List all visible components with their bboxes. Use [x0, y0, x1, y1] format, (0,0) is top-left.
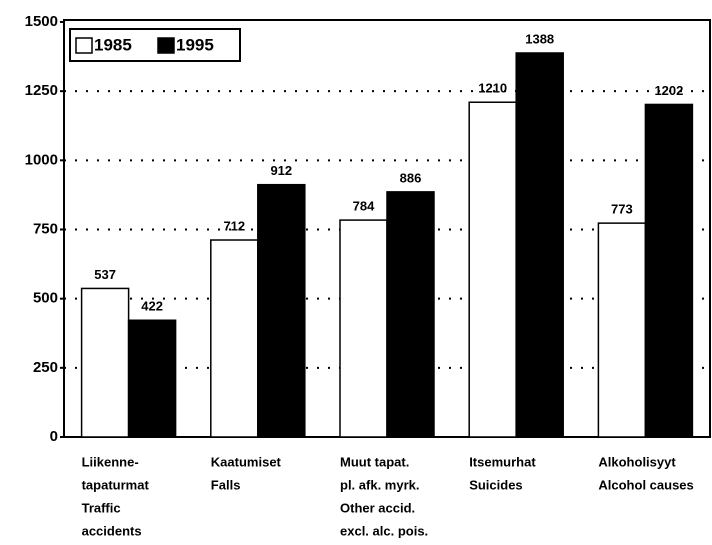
y-tick-label: 500: [33, 290, 58, 307]
bar: [386, 191, 435, 438]
y-tick-label: 0: [50, 428, 58, 445]
legend-box: [69, 28, 241, 62]
x-tick-label: Falls: [211, 477, 241, 492]
x-tick-label: Kaatumiset: [211, 454, 282, 469]
value-label: 784: [353, 199, 375, 214]
x-tick-label: accidents: [82, 523, 142, 538]
value-label: 1202: [654, 83, 683, 98]
bar: [257, 183, 306, 438]
bar: [80, 287, 130, 438]
x-tick-label: Alcohol causes: [598, 477, 693, 492]
bar: [468, 101, 517, 438]
x-tick-label: Itsemurhat: [469, 454, 536, 469]
x-tick-label: tapaturmat: [82, 477, 150, 492]
x-tick-label: Alkoholisyyt: [598, 454, 676, 469]
x-tick-label: Muut tapat.: [340, 454, 409, 469]
y-tick-label: 1500: [25, 13, 58, 30]
x-tick-label: Suicides: [469, 477, 522, 492]
legend-label: 1995: [176, 35, 214, 54]
bar: [597, 222, 647, 438]
x-tick-label: Traffic: [82, 500, 121, 515]
value-label: 912: [270, 163, 292, 178]
value-label: 1210: [478, 81, 507, 96]
y-tick-label: 1250: [25, 82, 58, 99]
y-tick-label: 250: [33, 359, 58, 376]
bar: [644, 103, 694, 438]
value-label: 886: [400, 170, 422, 185]
value-label: 422: [141, 299, 163, 314]
value-label: 773: [611, 202, 633, 217]
value-label: 712: [223, 218, 245, 233]
bar: [515, 52, 564, 438]
bar: [339, 219, 388, 438]
x-tick-label: excl. alc. pois.: [340, 523, 428, 538]
bar: [210, 239, 259, 438]
value-label: 537: [94, 267, 116, 282]
x-tick-label: pl. afk. myrk.: [340, 477, 419, 492]
legend-swatch: [157, 37, 175, 54]
value-label: 1388: [525, 31, 554, 46]
bar: [127, 319, 177, 438]
y-tick-label: 750: [33, 220, 58, 237]
y-tick-label: 1000: [25, 151, 58, 168]
x-tick-label: Liikenne-: [82, 454, 139, 469]
legend-label: 1985: [94, 35, 132, 54]
legend-swatch: [75, 37, 93, 54]
x-tick-label: Other accid.: [340, 500, 415, 515]
